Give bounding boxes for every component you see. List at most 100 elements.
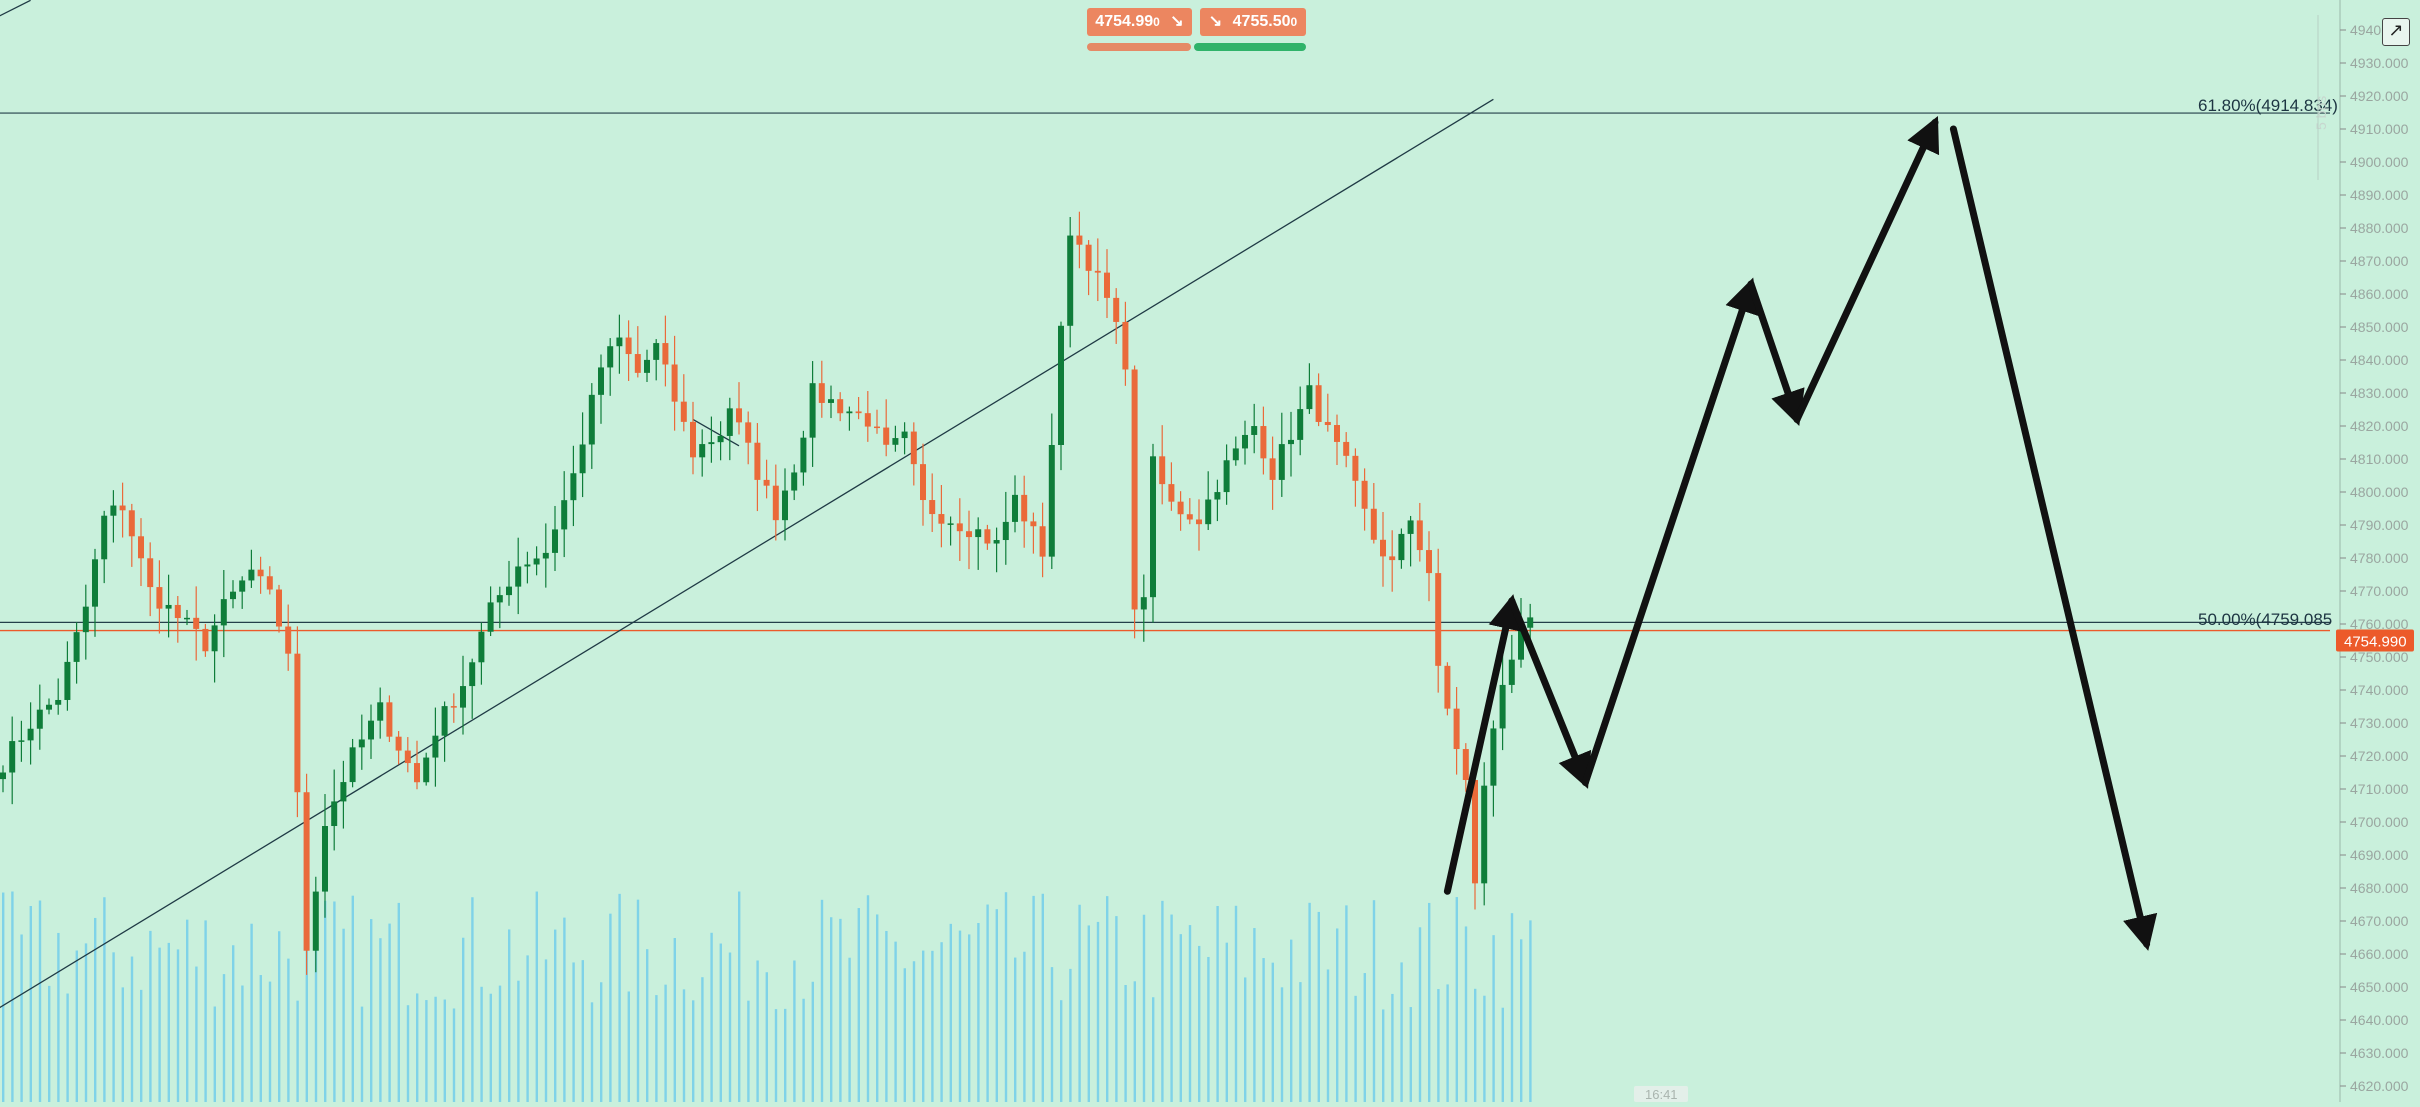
candle[interactable] (1481, 762, 1488, 906)
candle[interactable] (542, 523, 549, 588)
candle[interactable] (1150, 443, 1156, 623)
candle[interactable] (1315, 373, 1322, 427)
candle[interactable] (441, 701, 448, 762)
candle[interactable] (432, 707, 439, 787)
candle[interactable] (174, 596, 181, 643)
candle[interactable] (1398, 528, 1405, 569)
candle[interactable] (1104, 249, 1110, 319)
candle[interactable] (1177, 491, 1184, 531)
candle[interactable] (1426, 531, 1432, 602)
candle[interactable] (1499, 651, 1506, 751)
candle[interactable] (1159, 425, 1166, 505)
candle[interactable] (460, 655, 466, 735)
candle[interactable] (966, 510, 972, 570)
buy-price-button[interactable]: ↘ 4755.500 (1200, 8, 1306, 36)
candle[interactable] (1122, 301, 1129, 386)
candle[interactable] (1021, 475, 1028, 548)
candle[interactable] (1048, 413, 1055, 570)
sell-price-button[interactable]: 4754.990 ↘ (1087, 8, 1192, 36)
candle[interactable] (1012, 475, 1018, 533)
candle[interactable] (1113, 288, 1120, 344)
candle[interactable] (625, 320, 632, 381)
candle[interactable] (18, 720, 25, 762)
candle[interactable] (680, 374, 687, 432)
candle[interactable] (975, 517, 982, 570)
candle[interactable] (285, 604, 292, 671)
candle[interactable] (910, 422, 917, 486)
candle[interactable] (423, 752, 430, 786)
candle[interactable] (662, 315, 669, 387)
candle[interactable] (110, 490, 117, 543)
candle[interactable] (901, 422, 908, 455)
candle[interactable] (947, 516, 954, 546)
candle[interactable] (395, 731, 402, 765)
forecast-arrow-segment[interactable] (1443, 594, 1523, 895)
candle[interactable] (128, 503, 135, 567)
candle[interactable] (82, 584, 89, 660)
candle[interactable] (46, 698, 52, 715)
candle[interactable] (165, 574, 172, 638)
candle[interactable] (358, 714, 365, 770)
trendline[interactable] (692, 418, 740, 447)
candle[interactable] (800, 430, 807, 486)
candle[interactable] (708, 416, 715, 463)
candle[interactable] (1334, 414, 1340, 466)
candle[interactable] (671, 335, 678, 431)
trendline[interactable] (0, 98, 1494, 1016)
candle[interactable] (211, 614, 218, 683)
candle[interactable] (266, 566, 273, 595)
candle[interactable] (312, 876, 319, 973)
candle[interactable] (864, 391, 871, 442)
candle[interactable] (616, 314, 623, 374)
candle[interactable] (782, 468, 788, 541)
candle[interactable] (524, 551, 531, 584)
candle[interactable] (202, 623, 209, 657)
candle[interactable] (1278, 412, 1285, 497)
candle[interactable] (276, 584, 282, 633)
candle[interactable] (349, 738, 356, 788)
candle[interactable] (257, 556, 264, 594)
candle[interactable] (1251, 403, 1258, 454)
candle[interactable] (184, 609, 190, 626)
candle[interactable] (386, 695, 393, 742)
forecast-arrow-segment[interactable] (1793, 116, 1940, 423)
candle[interactable] (1416, 502, 1423, 562)
candle[interactable] (644, 349, 650, 382)
candle[interactable] (1223, 444, 1230, 505)
candle[interactable] (0, 765, 6, 793)
candle[interactable] (1094, 238, 1101, 302)
candle[interactable] (1380, 511, 1386, 587)
candle[interactable] (745, 411, 752, 465)
candle[interactable] (496, 586, 503, 629)
candle[interactable] (1232, 436, 1239, 466)
candle[interactable] (1002, 491, 1009, 565)
candle[interactable] (1131, 365, 1138, 639)
candle[interactable] (1297, 386, 1304, 456)
candle[interactable] (1370, 483, 1377, 544)
candle[interactable] (818, 360, 825, 418)
candle[interactable] (1030, 512, 1037, 554)
candle[interactable] (450, 693, 457, 723)
candle[interactable] (588, 383, 595, 469)
candle[interactable] (1140, 574, 1147, 642)
candle[interactable] (772, 464, 779, 541)
candle[interactable] (1472, 764, 1478, 910)
candle[interactable] (101, 510, 108, 584)
candle[interactable] (634, 326, 641, 378)
candle[interactable] (230, 580, 236, 609)
candle[interactable] (1453, 687, 1460, 775)
candle[interactable] (1306, 363, 1313, 414)
candle[interactable] (9, 716, 16, 805)
candle[interactable] (27, 702, 34, 765)
candle[interactable] (377, 687, 384, 739)
candle[interactable] (506, 560, 512, 606)
candle[interactable] (726, 397, 733, 461)
forecast-arrow-down[interactable] (1949, 125, 2158, 951)
candle[interactable] (1076, 211, 1083, 269)
candle[interactable] (414, 740, 420, 790)
candle[interactable] (552, 505, 558, 572)
candle[interactable] (1407, 515, 1414, 567)
candle[interactable] (1214, 479, 1221, 522)
candle[interactable] (1067, 216, 1074, 348)
